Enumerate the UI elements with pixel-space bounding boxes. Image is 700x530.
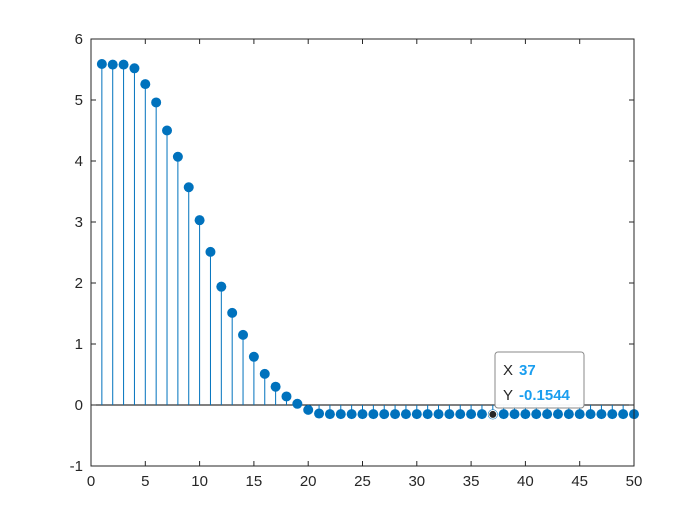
stem-marker[interactable] [205, 246, 216, 257]
stem-marker[interactable] [552, 409, 563, 420]
x-tick-label: 20 [300, 473, 317, 490]
x-tick-label: 25 [354, 473, 371, 490]
stem-marker[interactable] [509, 409, 520, 420]
stem-marker[interactable] [455, 409, 466, 420]
stem-marker[interactable] [400, 409, 411, 420]
stem-marker[interactable] [335, 409, 346, 420]
datatip-y-value: -0.1544 [519, 387, 571, 404]
y-tick-label: 0 [75, 397, 83, 414]
datatip-y-label: Y [503, 387, 513, 404]
stem-marker[interactable] [248, 351, 259, 362]
stem-marker[interactable] [390, 409, 401, 420]
stem-marker[interactable] [444, 409, 455, 420]
stem-marker[interactable] [151, 97, 162, 108]
y-tick-label: -1 [70, 458, 83, 475]
stem-marker[interactable] [433, 409, 444, 420]
stem-marker[interactable] [227, 307, 238, 318]
y-tick-label: 3 [75, 214, 83, 231]
stem-marker[interactable] [238, 329, 249, 340]
stem-marker[interactable] [162, 125, 173, 136]
stem-marker[interactable] [216, 281, 227, 292]
datatip-box[interactable] [494, 351, 585, 409]
stem-marker[interactable] [574, 409, 585, 420]
x-tick-label: 0 [87, 473, 95, 490]
x-tick-label: 50 [626, 473, 643, 490]
stem-marker[interactable] [281, 391, 292, 402]
stem-marker[interactable] [129, 63, 140, 74]
stem-marker[interactable] [140, 79, 151, 90]
y-tick-label: 1 [75, 336, 83, 353]
y-tick-label: 4 [75, 153, 83, 170]
stem-marker[interactable] [324, 409, 335, 420]
stem-marker[interactable] [379, 409, 390, 420]
stem-marker[interactable] [96, 59, 107, 70]
stem-marker[interactable] [607, 409, 618, 420]
stem-marker[interactable] [357, 409, 368, 420]
x-tick-label: 30 [408, 473, 425, 490]
x-tick-label: 35 [463, 473, 480, 490]
x-tick-label: 5 [141, 473, 149, 490]
stem-marker[interactable] [183, 182, 194, 193]
stem-marker[interactable] [346, 409, 357, 420]
x-tick-label: 10 [191, 473, 208, 490]
stem-marker[interactable] [520, 409, 531, 420]
stem-marker[interactable] [498, 409, 509, 420]
stem-marker[interactable] [411, 409, 422, 420]
datatip-x-label: X [503, 362, 513, 379]
stem-marker[interactable] [563, 409, 574, 420]
stem-marker[interactable] [172, 151, 183, 162]
y-tick-label: 6 [75, 31, 83, 48]
stem-marker[interactable] [531, 409, 542, 420]
stem-marker[interactable] [259, 368, 270, 379]
stem-marker[interactable] [314, 408, 325, 419]
stem-marker[interactable] [118, 59, 129, 70]
stem-marker[interactable] [194, 215, 205, 226]
stem-marker[interactable] [585, 409, 596, 420]
y-tick-label: 2 [75, 275, 83, 292]
x-tick-label: 45 [571, 473, 588, 490]
x-tick-label: 40 [517, 473, 534, 490]
stem-marker[interactable] [596, 409, 607, 420]
stem-marker[interactable] [542, 409, 553, 420]
y-tick-label: 5 [75, 92, 83, 109]
datatip-marker[interactable] [488, 409, 498, 419]
stem-marker[interactable] [466, 409, 477, 420]
stem-marker[interactable] [476, 409, 487, 420]
stem-marker[interactable] [107, 59, 118, 70]
stem-marker[interactable] [422, 409, 433, 420]
stem-marker[interactable] [618, 409, 629, 420]
x-tick-label: 15 [246, 473, 263, 490]
stem-marker[interactable] [303, 404, 314, 415]
datatip-x-value: 37 [519, 362, 536, 379]
stem-marker[interactable] [292, 398, 303, 409]
stem-marker[interactable] [368, 409, 379, 420]
stem-marker[interactable] [270, 381, 281, 392]
